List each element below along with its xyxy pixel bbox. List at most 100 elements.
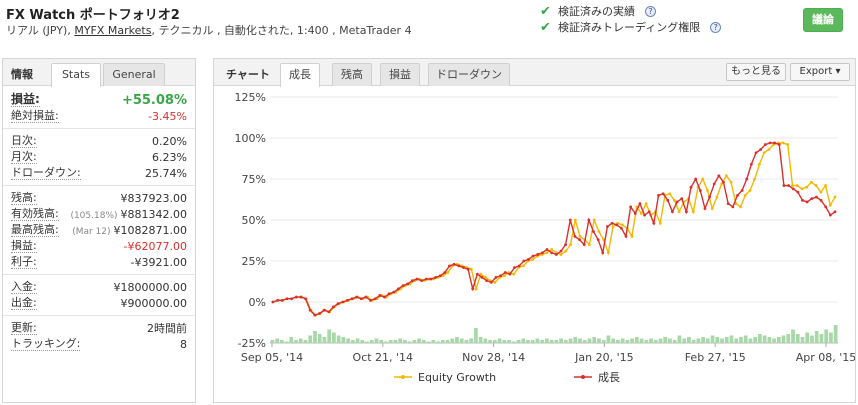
- growth-point: [322, 308, 326, 312]
- help-icon[interactable]: ?: [710, 21, 722, 33]
- stat-label: 有効残高:: [11, 207, 59, 221]
- growth-point: [833, 210, 837, 214]
- volume-bar: [644, 340, 649, 343]
- stat-value: 25.74%: [145, 166, 187, 180]
- growth-point: [559, 249, 563, 253]
- chart-section-label: チャート: [226, 68, 270, 81]
- stat-row: 絶対損益: -3.45%: [11, 108, 187, 124]
- growth-point: [749, 162, 753, 166]
- volume-bar: [289, 337, 294, 343]
- volume-bar: [639, 338, 644, 343]
- discuss-button[interactable]: 議論: [803, 8, 843, 32]
- growth-point: [378, 294, 382, 297]
- broker-link[interactable]: MYFX Markets: [74, 24, 152, 37]
- zoom-button[interactable]: もっと見る: [726, 63, 786, 81]
- volume-bar: [829, 332, 833, 343]
- growth-point: [615, 223, 619, 227]
- growth-point: [401, 284, 405, 287]
- growth-point: [564, 243, 568, 247]
- stat-label: 出金:: [11, 296, 37, 310]
- volume-bar: [308, 335, 313, 343]
- stat-value-wrap: 25.74%: [145, 167, 187, 180]
- growth-point: [745, 177, 749, 181]
- volume-bar: [270, 340, 275, 343]
- growth-point: [415, 277, 419, 281]
- growth-point: [633, 212, 637, 215]
- tab-stats[interactable]: Stats: [51, 63, 101, 87]
- growth-point: [452, 262, 456, 266]
- growth-point: [550, 251, 554, 255]
- volume-bar: [663, 337, 668, 343]
- legend-label-equity: Equity Growth: [418, 371, 496, 384]
- volume-bar: [668, 338, 672, 343]
- tab-balance[interactable]: 残高: [332, 63, 372, 86]
- y-tick-label: 125%: [235, 91, 266, 104]
- equity-growth-point: [720, 182, 724, 186]
- volume-bar: [743, 335, 748, 343]
- volume-bar: [431, 340, 436, 343]
- growth-point: [638, 202, 642, 205]
- volume-bar: [455, 337, 459, 343]
- verified-trading-privileges-label: 検証済みトレーディング権限: [558, 21, 701, 34]
- growth-point: [290, 297, 293, 301]
- stat-value-wrap: 6.23%: [152, 151, 187, 164]
- growth-point: [763, 143, 767, 146]
- growth-point: [294, 295, 298, 299]
- stat-value: ¥837923.00: [120, 191, 187, 205]
- volume-bar: [327, 329, 332, 343]
- equity-growth-point: [550, 248, 554, 251]
- growth-point: [517, 264, 521, 268]
- growth-point: [280, 298, 284, 302]
- equity-growth-point: [564, 249, 568, 253]
- volume-bar: [819, 334, 824, 343]
- growth-point: [680, 197, 684, 201]
- volume-bar: [597, 338, 601, 343]
- export-button[interactable]: Export ▾: [790, 63, 850, 81]
- volume-bar: [511, 341, 516, 343]
- volume-bar: [384, 341, 388, 343]
- growth-point: [587, 218, 591, 222]
- volume-bar: [488, 340, 492, 343]
- stat-value: -3.45%: [148, 109, 187, 123]
- growth-point: [554, 253, 558, 256]
- stat-label: 損益:: [11, 92, 40, 107]
- volume-bar: [734, 338, 739, 343]
- growth-point: [582, 243, 586, 247]
- tab-general[interactable]: General: [103, 63, 165, 86]
- verified-trading-privileges: ✔ 検証済みトレーディング権限 ?: [540, 19, 722, 35]
- volume-bar: [474, 328, 478, 343]
- stat-row: 有効残高: (105.18%) ¥881342.00: [11, 206, 187, 222]
- y-tick-label: 100%: [235, 132, 266, 145]
- equity-growth-point: [800, 187, 804, 191]
- legend-label-growth: 成長: [598, 371, 620, 384]
- volume-bar: [497, 338, 502, 343]
- volume-bar: [805, 332, 810, 343]
- equity-growth-point: [828, 203, 832, 207]
- growth-point: [596, 238, 600, 242]
- growth-point: [318, 312, 321, 315]
- stat-label: 更新:: [11, 321, 37, 335]
- x-tick-label: Apr 08, '15: [796, 351, 855, 364]
- tab-growth[interactable]: 成長: [280, 63, 320, 87]
- stat-value-wrap: -¥62077.00: [124, 240, 187, 253]
- growth-point: [536, 253, 540, 256]
- volume-bar: [417, 338, 421, 343]
- growth-point: [466, 267, 470, 271]
- verification-list: ✔ 検証済みの実績 ? ✔ 検証済みトレーディング権限 ?: [540, 3, 722, 35]
- growth-point: [494, 276, 498, 279]
- stat-qualifier: (105.18%): [70, 210, 118, 221]
- volume-bar: [814, 331, 819, 343]
- equity-growth-point: [819, 190, 823, 194]
- volume-bar: [672, 340, 677, 343]
- tab-profit[interactable]: 損益: [380, 63, 420, 86]
- equity-growth-point: [715, 195, 719, 199]
- growth-line: [272, 142, 836, 316]
- tab-drawdown[interactable]: ドローダウン: [428, 63, 510, 86]
- volume-bar: [696, 338, 701, 343]
- growth-point: [276, 298, 280, 302]
- help-icon[interactable]: ?: [645, 5, 656, 17]
- growth-point: [801, 198, 804, 202]
- volume-bar: [403, 340, 407, 343]
- volume-bar: [606, 335, 611, 343]
- volume-bar: [535, 338, 540, 343]
